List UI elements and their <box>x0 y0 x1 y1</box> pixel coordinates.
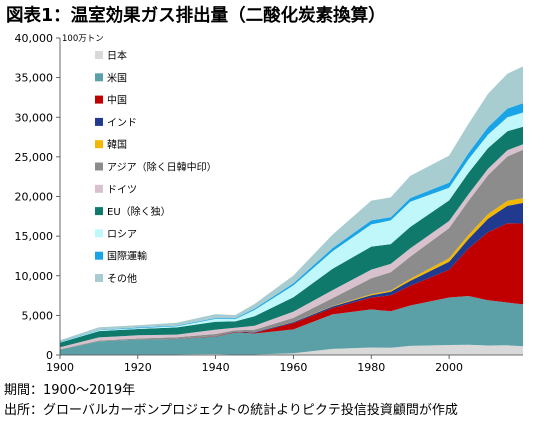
legend-swatch <box>95 207 103 216</box>
legend-label: 国際運輸 <box>107 250 147 263</box>
area-series-8 <box>60 112 523 343</box>
legend-swatch <box>95 162 103 171</box>
area-series-0 <box>60 344 523 355</box>
area-series-2 <box>60 223 523 350</box>
area-series-7 <box>60 126 523 348</box>
legend-label: 中国 <box>107 94 127 107</box>
x-tick-label: 2000 <box>435 361 463 374</box>
legend-swatch <box>95 184 103 193</box>
x-tick-label: 1920 <box>124 361 152 374</box>
legend-label: 日本 <box>107 49 127 62</box>
period-note: 期間：1900～2019年 <box>4 383 136 398</box>
legend-swatch <box>95 140 103 149</box>
legend-label: 米国 <box>107 71 127 84</box>
legend-label: ロシア <box>107 229 137 240</box>
legend-swatch <box>95 274 103 282</box>
y-tick-label: 10,000 <box>15 270 54 283</box>
legend-label: ドイツ <box>107 185 137 196</box>
legend-swatch <box>95 95 103 104</box>
source-note: 出所：グローバルカーボンプロジェクトの統計よりピクテ投信投資顧問が作成 <box>4 403 458 418</box>
area-series-5 <box>60 149 523 350</box>
y-tick-label: 30,000 <box>15 111 54 124</box>
legend-swatch <box>95 229 103 238</box>
area-series-1 <box>60 296 523 355</box>
y-tick-label: 25,000 <box>15 151 54 164</box>
axes-group: 0 5,000 10,000 15,000 20,000 25,000 30,000 35,0… <box>15 32 523 374</box>
legend-swatch <box>95 73 103 82</box>
legend-swatch <box>95 51 103 59</box>
legend-label: インド <box>107 118 137 129</box>
legend-label: EU（除く独） <box>107 205 171 218</box>
legend-swatch <box>95 251 103 260</box>
y-axis-unit-label: 100万トン <box>62 34 104 44</box>
x-tick-label: 1940 <box>202 361 230 374</box>
area-series-3 <box>60 202 523 350</box>
legend-label: 韓国 <box>107 139 127 151</box>
y-tick-label: 40,000 <box>15 32 54 45</box>
y-tick-label: 0 <box>46 349 53 362</box>
y-tick-label: 5,000 <box>22 309 54 322</box>
legend-swatch <box>95 117 103 126</box>
x-tick-label: 1980 <box>357 361 385 374</box>
chart-title: 図表1：温室効果ガス排出量（二酸化炭素換算） <box>6 6 386 26</box>
y-tick-label: 15,000 <box>15 230 54 243</box>
legend-label: その他 <box>107 272 137 285</box>
y-tick-label: 35,000 <box>15 72 54 85</box>
area-series-group <box>60 66 523 355</box>
y-tick-label: 20,000 <box>15 191 54 204</box>
legend-label: アジア（除く日韓中印） <box>107 161 217 174</box>
x-tick-label: 1900 <box>46 361 74 374</box>
x-tick-label: 1960 <box>279 361 307 374</box>
